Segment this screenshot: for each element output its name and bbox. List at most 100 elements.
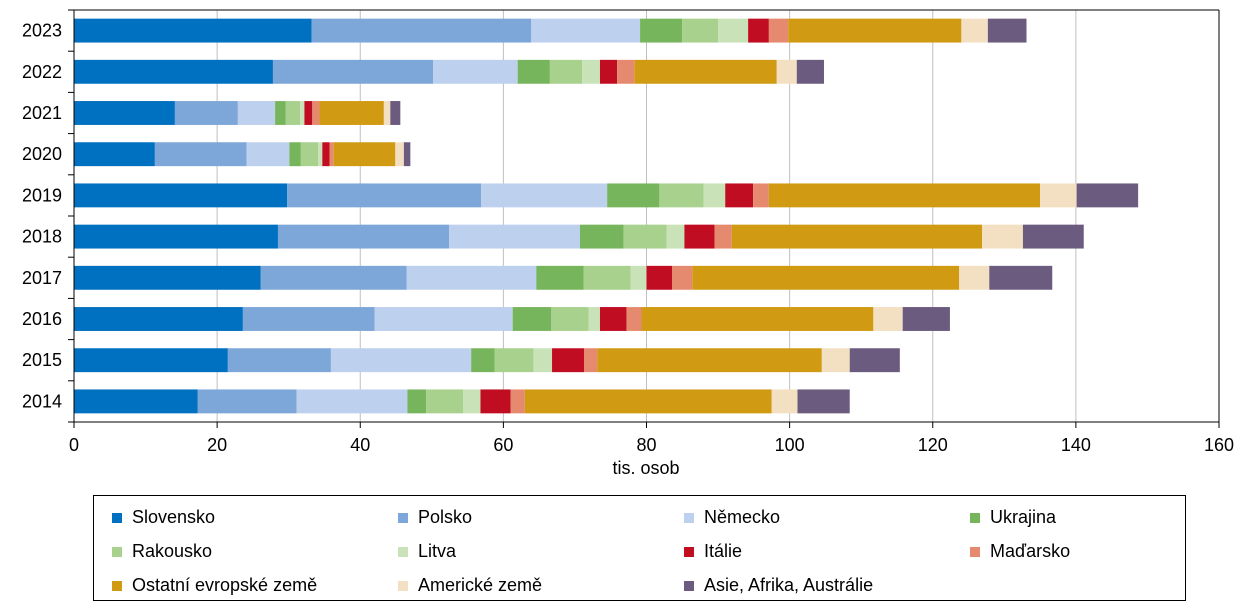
bar-segment [277,224,449,249]
bar-segment [659,183,704,208]
bar-segment [1040,183,1077,208]
bar-segment [617,59,635,84]
y-tick-label: 2017 [22,268,62,288]
bar-segment [154,142,247,167]
bar-segment [242,307,375,331]
bar-segment [552,348,585,373]
legend-swatch [970,546,980,557]
bar-segment [74,59,273,84]
bar-segment [197,389,297,414]
bar-segment [403,142,411,167]
legend-label: Ostatní evropské země [132,575,318,595]
bar-segment [634,59,777,84]
bar-segment [607,183,660,208]
legend-swatch [398,580,408,591]
bar-segment [961,18,988,43]
bar-segment [289,142,301,167]
legend: Slovensko Polsko Německo Ukrajina Rakousko Li… [93,495,1186,601]
legend-label: Litva [418,541,457,561]
legend-item: Rakousko [112,541,212,562]
bar-segment [630,265,647,290]
x-tick-label: 100 [775,435,805,455]
legend-swatch [684,580,694,591]
bar-segment [959,265,990,290]
y-tick-label: 2015 [22,350,62,370]
legend-swatch [684,512,694,523]
legend-item: Slovensko [112,507,215,528]
bar-segment [275,101,286,125]
legend-label: Americké země [418,575,543,595]
bar-segment [640,18,683,43]
bar-segment [731,224,983,249]
bar-segment [260,265,407,290]
bar-segment [533,348,553,373]
bar-segment [329,142,334,167]
bar-segment [549,59,583,84]
bar-segment [74,18,312,43]
legend-item: Ostatní evropské země [112,575,317,596]
bar-segment [551,307,589,331]
bar-segment [272,59,434,84]
legend-swatch [398,512,408,523]
bar-segment [300,142,319,167]
bar-segment [406,265,537,290]
bar-segment [390,101,401,125]
bar-segment [1022,224,1084,249]
bar-segment [312,101,320,125]
bar-segment [494,348,534,373]
bar-segment [588,307,600,331]
x-tick-label: 80 [636,435,656,455]
legend-item: Asie, Afrika, Austrálie [684,575,873,596]
legend-swatch [684,546,694,557]
bar-segment [481,183,608,208]
legend-item: Ukrajina [970,507,1056,528]
bar-segment [797,389,850,414]
x-tick-label: 160 [1204,435,1234,455]
legend-label: Asie, Afrika, Austrálie [704,575,874,595]
bar-segment [304,101,313,125]
y-tick-label: 2021 [22,103,62,123]
bar-segment [374,307,513,331]
legend-swatch [112,546,122,557]
bar-segment [300,101,305,125]
x-axis-title: tis. osob [612,458,679,478]
legend-item: Maďarsko [970,541,1070,562]
bar-segment [672,265,693,290]
legend-item: Litva [398,541,456,562]
bar-segment [319,101,384,125]
bar-segment [287,183,482,208]
bar-segment [512,307,552,331]
bar-segment [395,142,404,167]
y-tick-label: 2018 [22,227,62,247]
legend-label: Slovensko [132,507,216,527]
legend-swatch [398,546,408,557]
bar-segment [703,183,726,208]
bar-segment [74,101,175,125]
x-tick-label: 0 [69,435,79,455]
y-tick-label: 2020 [22,144,62,164]
bar-segment [788,18,962,43]
bar-segment [311,18,532,43]
bar-segment [646,265,673,290]
bar-segment [771,389,798,414]
bar-segment [599,59,618,84]
legend-label: Rakousko [132,541,213,561]
y-tick-label: 2019 [22,185,62,205]
bar-segment [579,224,624,249]
bar-segment [322,142,330,167]
x-tick-labels: 0 20 40 60 80 100 120 140 160 [69,435,1234,455]
bar-segment [296,389,408,414]
x-tick-label: 20 [207,435,227,455]
bar-segment [987,18,1027,43]
bar-segment [989,265,1053,290]
x-tick-label: 40 [350,435,370,455]
legend-item: Americké země [398,575,542,596]
legend-item: Itálie [684,541,742,562]
y-tick-label: 2014 [22,391,62,411]
bar-segment [684,224,715,249]
bar-segment [407,389,427,414]
bar-segment [531,18,641,43]
bar-segment [74,265,261,290]
bar-segment [1076,183,1139,208]
bar-segment [480,389,511,414]
